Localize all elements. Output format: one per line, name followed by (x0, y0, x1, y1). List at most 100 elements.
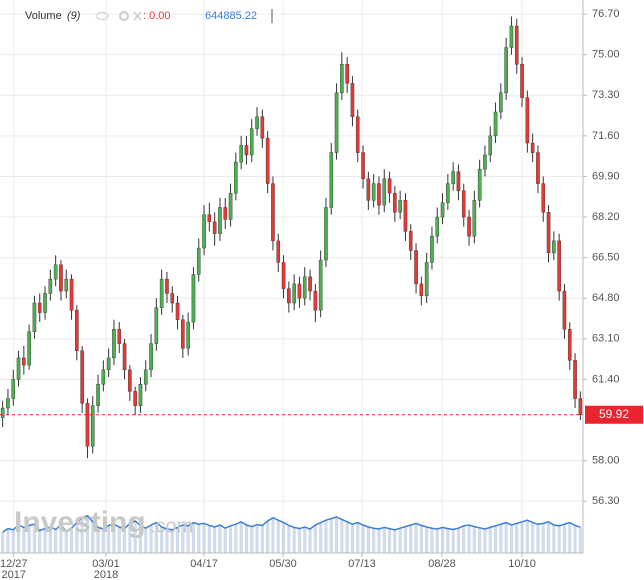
close-icon[interactable] (133, 11, 142, 21)
candle-body (329, 152, 334, 208)
volume-bar (297, 528, 302, 553)
volume-bar (568, 522, 572, 553)
volume-bar (541, 523, 545, 553)
candle-body (239, 145, 243, 163)
volume-bar (578, 527, 582, 553)
candle-body (85, 403, 90, 447)
volume-bar (366, 527, 370, 553)
candle-body (302, 276, 307, 299)
volume-bar (478, 527, 482, 553)
candle-body (345, 64, 349, 84)
candle-body (557, 240, 561, 292)
volume-bar (101, 529, 105, 553)
candle-body (403, 200, 408, 232)
volume-bar (324, 520, 328, 553)
volume-bar (525, 520, 529, 553)
candle-body (207, 214, 212, 223)
candle-body (149, 343, 153, 371)
candle-body (398, 200, 402, 213)
grid (0, 0, 583, 553)
candle-body (181, 319, 185, 349)
eye-icon[interactable] (95, 12, 109, 20)
current-price-box (585, 405, 643, 424)
volume-bar (557, 525, 561, 553)
y-tick-label: 56.30 (592, 495, 620, 507)
volume-bar (467, 525, 471, 553)
settings-icon[interactable] (119, 11, 129, 21)
volume-bar (250, 526, 254, 553)
volume-bar (48, 527, 52, 553)
candle-body (128, 369, 132, 392)
volume-bar (303, 527, 307, 553)
volume-bar (382, 527, 386, 553)
volume-bar (276, 520, 280, 553)
candle-body (350, 83, 355, 117)
candle-body (387, 178, 392, 194)
volume-bar (191, 522, 196, 553)
axis-labels: 56.30 58.00 61.40 63.10 64.80 66.50 68.20 69.90… (0, 8, 643, 580)
candle-body (122, 343, 127, 371)
candle-body (578, 398, 583, 415)
candle-body (318, 259, 323, 311)
volume-bar (218, 525, 222, 553)
volume-bar (181, 525, 185, 553)
candle-body (536, 152, 540, 184)
volume-bar (154, 522, 158, 553)
volume-bar (197, 524, 201, 553)
volume-bar (244, 525, 249, 553)
candle-body (138, 383, 143, 406)
volume-bar (372, 528, 376, 553)
volume-bar (59, 525, 63, 553)
volume-bar (451, 529, 455, 553)
candle-body (525, 97, 530, 144)
candle-body (170, 293, 175, 304)
watermark-suffix: .com (150, 515, 193, 537)
candle-body (228, 192, 233, 220)
candle-body (562, 290, 567, 330)
volume-bar (356, 522, 360, 553)
candle-body (0, 407, 5, 418)
x-tick-label: 08/28 (428, 558, 456, 570)
candle-body (154, 307, 159, 344)
volume-bar (165, 529, 169, 553)
x-tick-year: 2017 (2, 569, 26, 580)
candle-body (499, 92, 503, 113)
volume-bar (504, 522, 508, 553)
candle-body (265, 138, 270, 184)
volume-bar (112, 524, 116, 553)
volume-bar (75, 522, 79, 553)
volume-bar (287, 525, 291, 553)
volume-bar (16, 525, 21, 553)
candle-body (69, 278, 74, 311)
y-tick-label: 61.40 (592, 373, 620, 385)
volume-bar (138, 525, 143, 553)
volume-bar (345, 521, 349, 553)
x-tick-label: 12/27 (0, 558, 28, 570)
candle-body (340, 64, 344, 94)
candle-body (271, 183, 275, 242)
candle-body (165, 278, 169, 294)
candle-body (567, 329, 572, 361)
candle-body (244, 145, 249, 156)
candle-body (32, 302, 37, 332)
candle-body (334, 92, 339, 153)
candle-body (196, 247, 201, 275)
volume-bar (499, 524, 503, 553)
volume-bar (398, 528, 402, 553)
candle-body (75, 309, 79, 351)
volume-bar (562, 524, 567, 553)
volume-bar (64, 531, 68, 553)
candle-body (43, 293, 47, 313)
y-tick-label: 66.50 (592, 252, 620, 264)
candle-body (260, 116, 265, 139)
candle-body (117, 329, 122, 344)
volume-bar (202, 523, 206, 553)
volume-bar (520, 521, 524, 553)
volume-bar (85, 515, 90, 553)
candle-body (483, 154, 487, 170)
candle-body (48, 278, 53, 294)
x-tick-year: 2018 (94, 569, 118, 580)
volume-bar (234, 524, 238, 553)
candle-body (101, 369, 106, 385)
volume-bar (552, 525, 556, 553)
